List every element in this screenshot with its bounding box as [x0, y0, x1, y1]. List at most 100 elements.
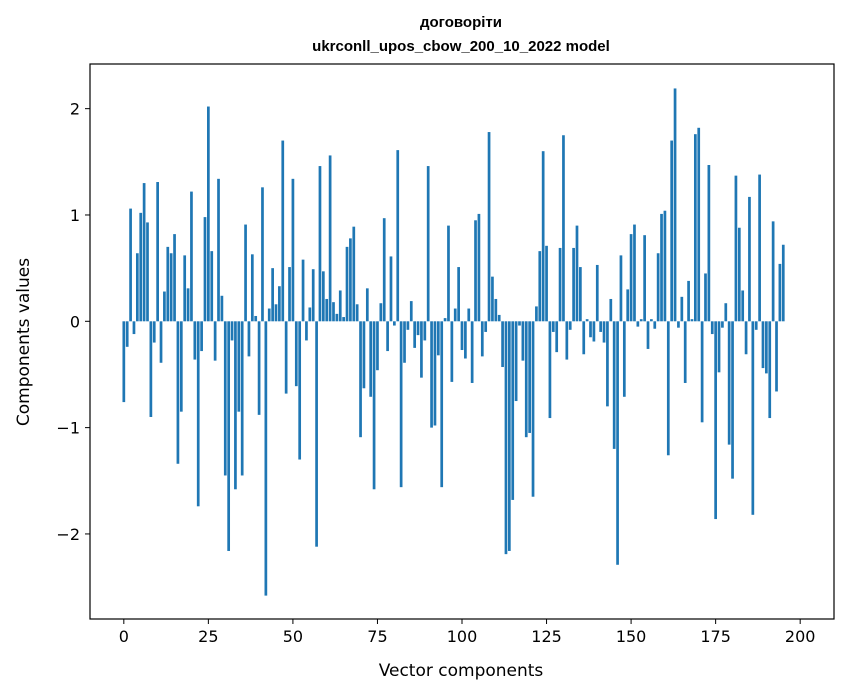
chart-title: договоріти: [420, 14, 502, 31]
bar-54: [305, 321, 308, 341]
bar-86: [413, 321, 417, 348]
bar-182: [737, 227, 741, 322]
bar-9: [152, 321, 156, 343]
bar-77: [382, 218, 386, 322]
chart-subtitle: ukrconll_upos_cbow_200_10_2022 model: [312, 38, 610, 55]
bar-149: [626, 289, 630, 322]
bar-161: [666, 321, 670, 456]
bar-71: [362, 321, 366, 389]
bar-68: [352, 226, 356, 322]
bar-159: [660, 213, 663, 322]
bar-63: [335, 313, 339, 322]
bar-2: [129, 208, 132, 322]
bar-32: [230, 321, 234, 341]
bar-10: [156, 182, 159, 322]
bar-170: [697, 127, 701, 322]
bar-190: [765, 321, 768, 374]
bar-46: [278, 286, 281, 322]
bar-135: [579, 267, 582, 322]
bar-40: [257, 321, 261, 415]
bar-139: [592, 321, 596, 342]
bar-11: [159, 321, 163, 363]
bar-18: [183, 255, 187, 322]
bar-94: [440, 321, 444, 488]
bar-189: [761, 321, 765, 369]
bar-119: [524, 321, 528, 438]
bar-31: [227, 321, 231, 551]
bar-75: [376, 321, 379, 371]
bar-45: [274, 304, 278, 322]
bar-12: [163, 291, 166, 322]
bar-120: [528, 321, 531, 433]
bar-16: [176, 321, 180, 464]
x-tick-label: 125: [531, 627, 562, 646]
bar-144: [609, 298, 613, 322]
x-tick-label: 200: [785, 627, 816, 646]
bar-91: [430, 321, 433, 428]
bar-109: [491, 276, 494, 322]
bar-104: [474, 220, 477, 322]
bar-152: [636, 321, 640, 327]
bar-49: [288, 267, 291, 322]
bar-162: [670, 140, 674, 322]
bar-99: [457, 267, 460, 322]
bar-110: [494, 298, 498, 322]
x-tick-label: 175: [700, 627, 731, 646]
bar-138: [589, 321, 592, 338]
bar-17: [179, 321, 183, 412]
bar-78: [386, 321, 389, 352]
bar-124: [541, 151, 545, 322]
bar-8: [149, 321, 153, 417]
bar-15: [173, 234, 176, 322]
bar-115: [511, 321, 515, 500]
bar-168: [690, 319, 694, 322]
bar-37: [247, 321, 251, 357]
bar-107: [484, 321, 488, 332]
bar-111: [497, 314, 501, 322]
bar-157: [653, 321, 657, 329]
bar-53: [301, 259, 305, 322]
bar-28: [217, 178, 220, 322]
bar-23: [200, 321, 203, 352]
bar-30: [223, 321, 227, 476]
bar-51: [294, 321, 298, 387]
bar-72: [365, 288, 369, 322]
bar-39: [254, 315, 258, 322]
bar-125: [545, 245, 548, 322]
bar-183: [741, 290, 745, 322]
x-tick-label: 100: [447, 627, 478, 646]
bar-48: [284, 321, 288, 394]
x-tick-label: 75: [367, 627, 387, 646]
bar-126: [548, 321, 552, 419]
bar-151: [633, 224, 636, 322]
bar-84: [406, 321, 410, 330]
bar-47: [281, 140, 285, 322]
bar-66: [345, 246, 349, 322]
bar-102: [467, 308, 471, 322]
bar-142: [602, 321, 606, 343]
bar-122: [535, 306, 538, 322]
bar-80: [393, 321, 396, 326]
bar-134: [575, 225, 579, 322]
bar-192: [771, 221, 775, 322]
bar-85: [409, 301, 413, 322]
bar-22: [196, 321, 200, 507]
bar-146: [616, 321, 619, 565]
bar-136: [582, 321, 586, 355]
bar-6: [142, 183, 146, 322]
bar-180: [731, 321, 734, 479]
bar-116: [514, 321, 518, 402]
bar-29: [220, 295, 224, 322]
bar-123: [538, 251, 542, 322]
bar-90: [426, 166, 430, 322]
bar-4: [135, 253, 139, 322]
bar-187: [754, 321, 758, 330]
bar-73: [369, 321, 373, 397]
bar-69: [355, 304, 359, 322]
bar-79: [389, 256, 393, 322]
bar-65: [342, 317, 345, 322]
bar-156: [650, 319, 653, 322]
bar-130: [562, 135, 565, 322]
bar-38: [250, 254, 254, 322]
